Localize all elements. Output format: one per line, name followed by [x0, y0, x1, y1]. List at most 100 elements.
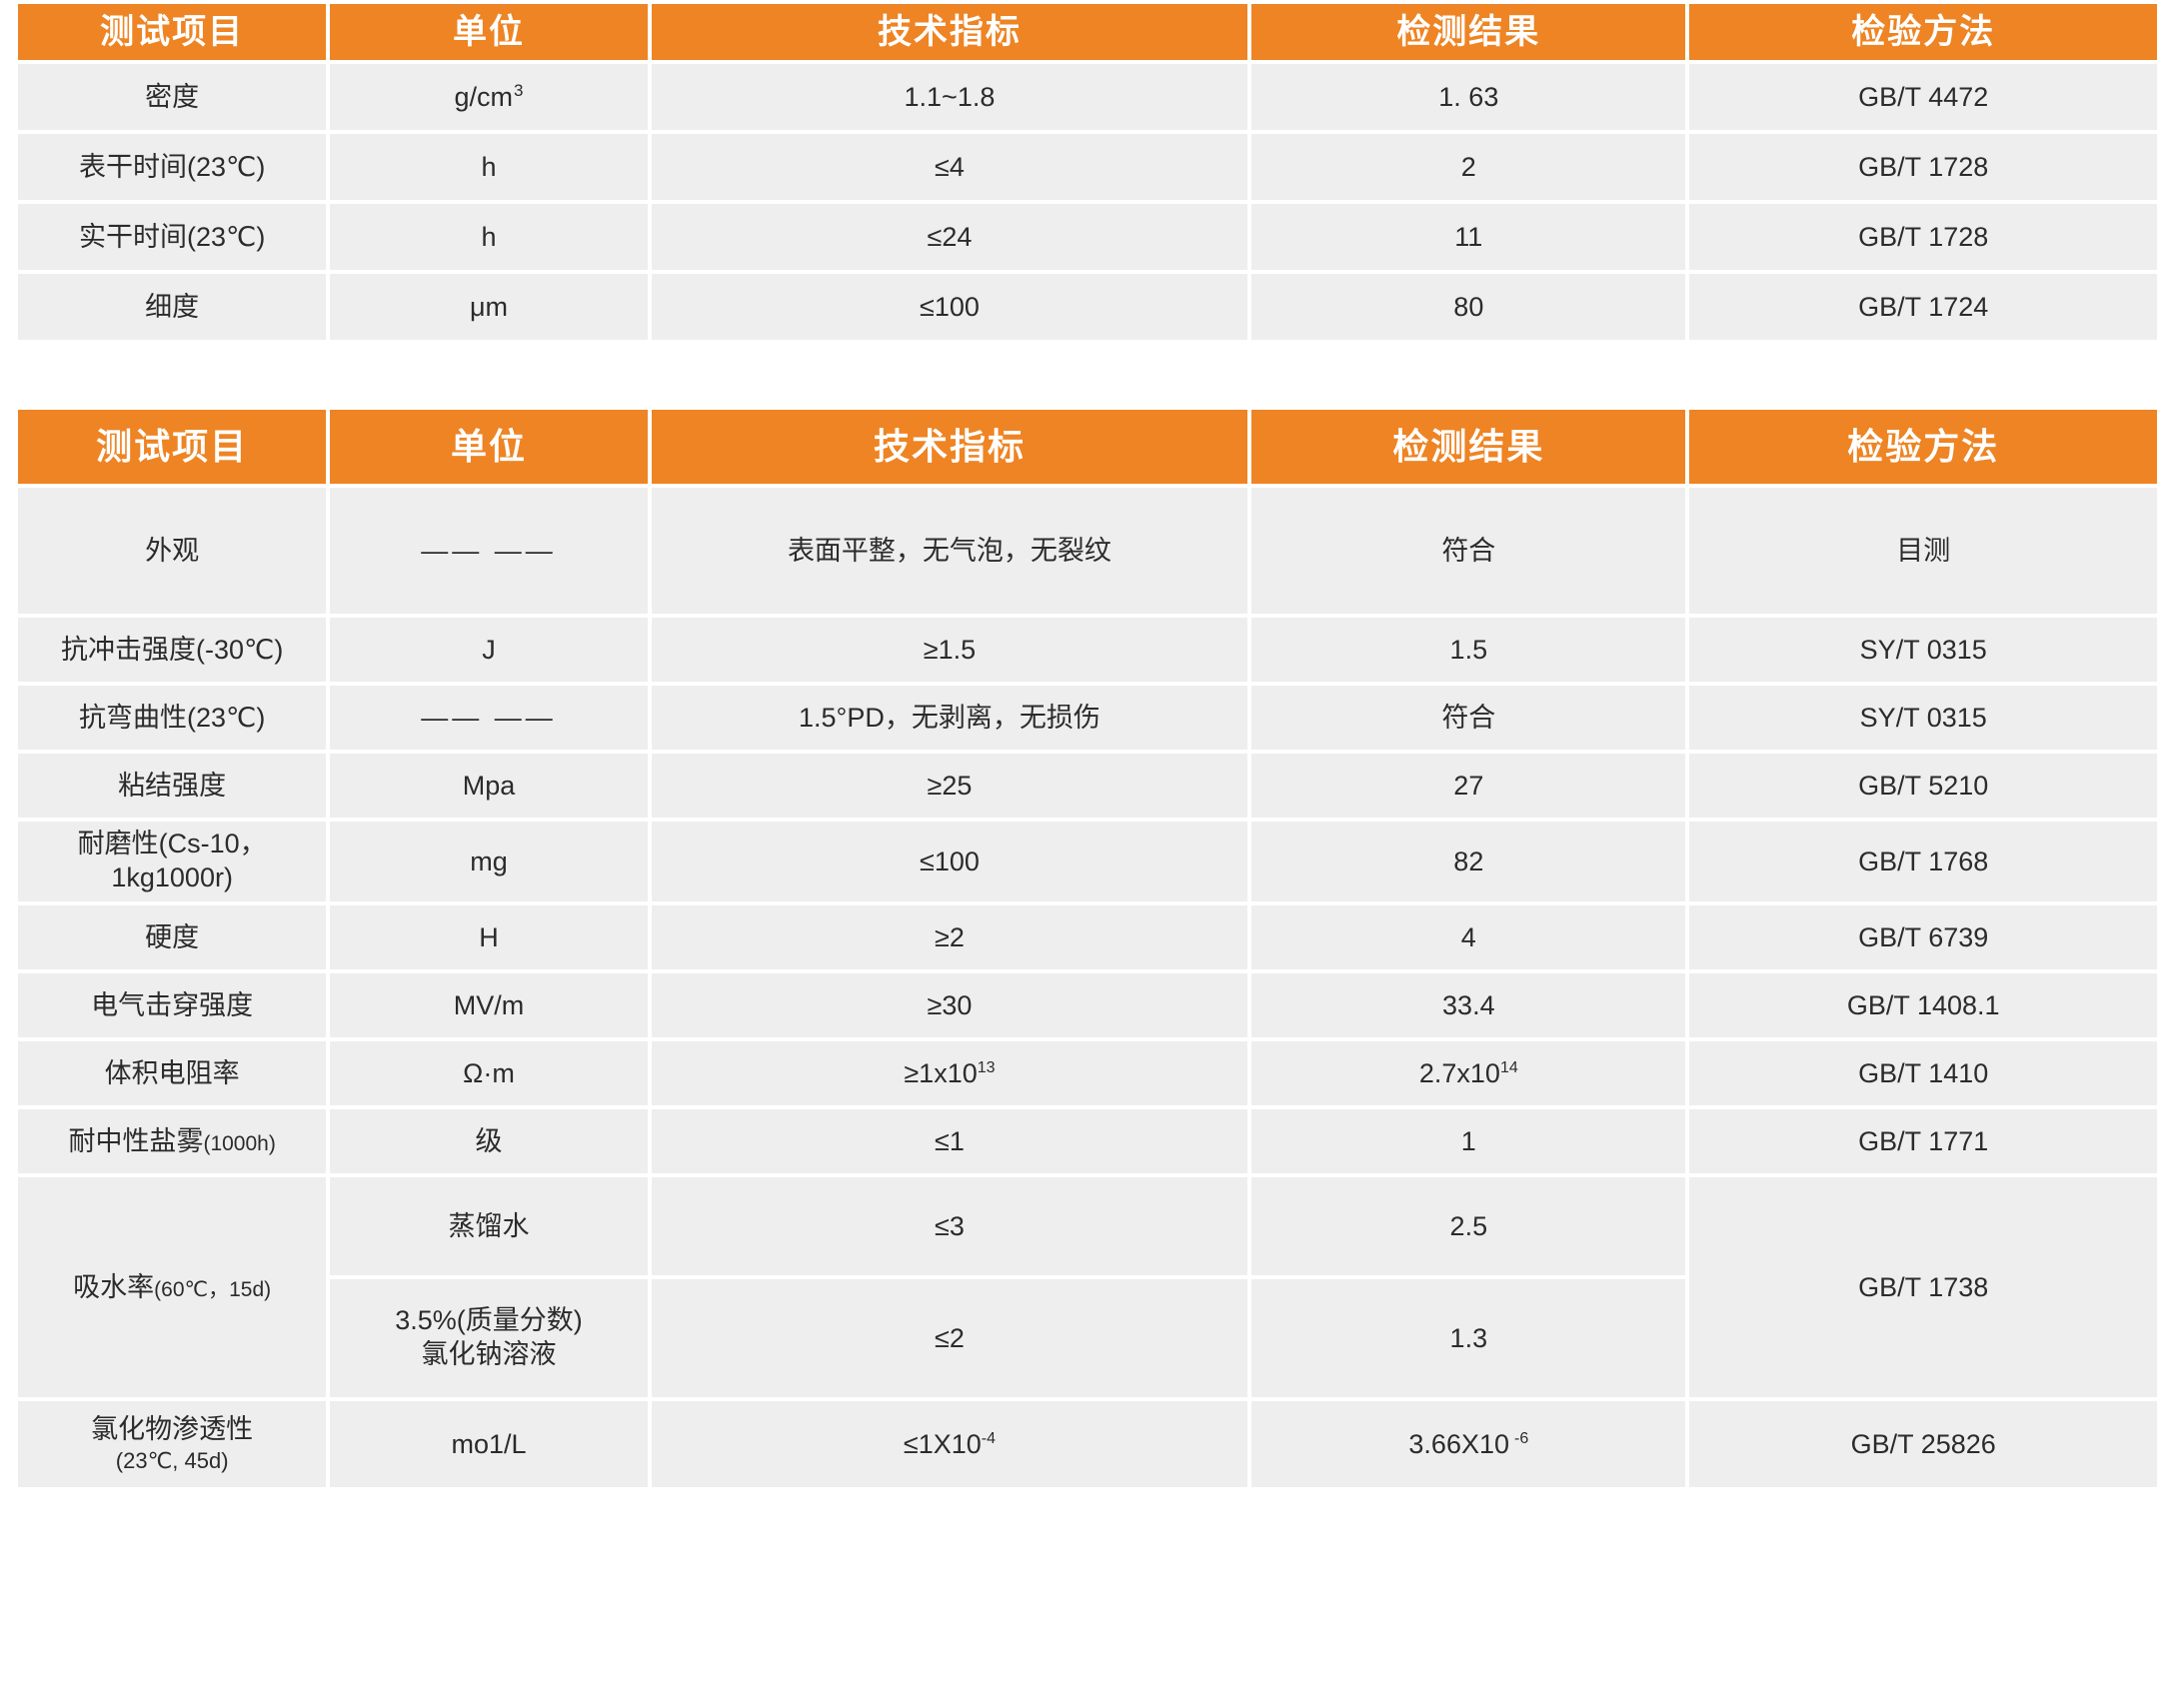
cell-unit: H [330, 905, 648, 969]
cell-result: 1.3 [1251, 1279, 1686, 1397]
cell-method: SY/T 0315 [1689, 686, 2157, 750]
item-main-text: 氯化物渗透性 [91, 1414, 254, 1445]
result-base: 2.7x10 [1418, 1057, 1500, 1088]
spec-base: ≥1x10 [904, 1057, 978, 1088]
cell-test-item: 硬度 [18, 905, 327, 969]
cell-test-item: 氯化物渗透性 (23℃, 45d) [18, 1401, 327, 1487]
table-row: 密度 g/cm3 1.1~1.8 1. 63 GB/T 4472 [18, 64, 2157, 130]
table-two-header: 测试项目 单位 技术指标 检测结果 检验方法 [18, 410, 2157, 484]
item-line-1: 耐磨性(Cs-10， [77, 829, 267, 859]
cell-method: GB/T 1410 [1689, 1041, 2157, 1105]
table-row: 表干时间(23℃) h ≤4 2 GB/T 1728 [18, 134, 2157, 200]
cell-spec: ≤100 [651, 822, 1248, 901]
cell-method: GB/T 25826 [1689, 1401, 2157, 1487]
cell-spec: 1.5°PD，无剥离，无损伤 [651, 686, 1248, 750]
item-main-text: 吸水率 [73, 1271, 155, 1302]
cell-method: GB/T 4472 [1689, 64, 2157, 130]
table-one-header-row: 测试项目 单位 技术指标 检测结果 检验方法 [18, 4, 2157, 60]
cell-test-item: 抗冲击强度(-30℃) [18, 618, 327, 682]
cell-result: 2 [1251, 134, 1686, 200]
item-condition-note: (1000h) [203, 1131, 276, 1155]
cell-result: 11 [1251, 204, 1686, 270]
table-row: 细度 μm ≤100 80 GB/T 1724 [18, 274, 2157, 340]
col-header-test-item: 测试项目 [18, 4, 327, 60]
item-line-2: 1kg1000r) [111, 862, 233, 892]
cell-unit: Ω·m [330, 1041, 648, 1105]
col-header-spec: 技术指标 [651, 410, 1248, 484]
cell-result: 符合 [1251, 686, 1686, 750]
cell-test-item-water-absorption: 吸水率(60℃，15d) [18, 1177, 327, 1397]
cell-unit: mo1/L [330, 1401, 648, 1487]
spec-exponent: 13 [977, 1058, 996, 1076]
unit-superscript: 3 [514, 80, 524, 100]
cell-test-item: 体积电阻率 [18, 1041, 327, 1105]
cell-test-item: 细度 [18, 274, 327, 340]
cell-test-item: 外观 [18, 488, 327, 614]
cell-method-water-absorption: GB/T 1738 [1689, 1177, 2157, 1397]
cell-result: 2.7x1014 [1251, 1041, 1686, 1105]
cell-unit: h [330, 204, 648, 270]
cell-result: 1. 63 [1251, 64, 1686, 130]
cell-result: 符合 [1251, 488, 1686, 614]
cell-test-item: 粘结强度 [18, 754, 327, 818]
col-header-unit: 单位 [330, 4, 648, 60]
cell-unit: 蒸馏水 [330, 1177, 648, 1275]
table-row: 外观 —— —— 表面平整，无气泡，无裂纹 符合 目测 [18, 488, 2157, 614]
cell-result: 2.5 [1251, 1177, 1686, 1275]
table-row: 电气击穿强度 MV/m ≥30 33.4 GB/T 1408.1 [18, 973, 2157, 1037]
unit-line-2: 氯化钠溶液 [421, 1339, 557, 1369]
cell-spec: ≤24 [651, 204, 1248, 270]
cell-spec: ≤2 [651, 1279, 1248, 1397]
cell-method: 目测 [1689, 488, 2157, 614]
table-separator-gap [14, 344, 2161, 406]
cell-result: 27 [1251, 754, 1686, 818]
cell-unit: μm [330, 274, 648, 340]
cell-test-item: 耐中性盐雾(1000h) [18, 1109, 327, 1173]
cell-unit: h [330, 134, 648, 200]
cell-unit: J [330, 618, 648, 682]
cell-result: 33.4 [1251, 973, 1686, 1037]
col-header-spec: 技术指标 [651, 4, 1248, 60]
cell-unit: Mpa [330, 754, 648, 818]
cell-method: GB/T 1724 [1689, 274, 2157, 340]
cell-result: 82 [1251, 822, 1686, 901]
item-main-text: 耐中性盐雾 [68, 1125, 204, 1156]
cell-result: 4 [1251, 905, 1686, 969]
table-one-header: 测试项目 单位 技术指标 检测结果 检验方法 [18, 4, 2157, 60]
table-row: 耐磨性(Cs-10， 1kg1000r) mg ≤100 82 GB/T 176… [18, 822, 2157, 901]
unit-text: g/cm [454, 81, 514, 112]
result-exponent: -6 [1514, 1429, 1529, 1447]
cell-spec: ≤1X10-4 [651, 1401, 1248, 1487]
table-row: 体积电阻率 Ω·m ≥1x1013 2.7x1014 GB/T 1410 [18, 1041, 2157, 1105]
table-row: 吸水率(60℃，15d) 蒸馏水 ≤3 2.5 GB/T 1738 [18, 1177, 2157, 1397]
cell-spec: ≥2 [651, 905, 1248, 969]
cell-method: GB/T 5210 [1689, 754, 2157, 818]
cell-spec: ≤100 [651, 274, 1248, 340]
cell-unit: —— —— [330, 686, 648, 750]
cell-test-item: 密度 [18, 64, 327, 130]
cell-spec: ≥30 [651, 973, 1248, 1037]
table-one-body: 密度 g/cm3 1.1~1.8 1. 63 GB/T 4472 表干时间(23… [18, 64, 2157, 340]
table-row: 硬度 H ≥2 4 GB/T 6739 [18, 905, 2157, 969]
table-two-header-row: 测试项目 单位 技术指标 检测结果 检验方法 [18, 410, 2157, 484]
spec-table-two: 测试项目 单位 技术指标 检测结果 检验方法 外观 —— —— 表面平整，无气泡… [14, 406, 2161, 1491]
cell-spec: ≥1x1013 [651, 1041, 1248, 1105]
spec-table-one: 测试项目 单位 技术指标 检测结果 检验方法 密度 g/cm3 1.1~1.8 … [14, 0, 2161, 344]
cell-result: 3.66X10 -6 [1251, 1401, 1686, 1487]
cell-method: SY/T 0315 [1689, 618, 2157, 682]
table-row: 3.5%(质量分数) 氯化钠溶液 ≤2 1.3 [18, 1279, 2157, 1397]
spec-exponent: -4 [981, 1429, 996, 1447]
col-header-result: 检测结果 [1251, 4, 1686, 60]
cell-spec: 1.1~1.8 [651, 64, 1248, 130]
cell-spec: ≤3 [651, 1177, 1248, 1275]
cell-spec: ≤4 [651, 134, 1248, 200]
cell-result: 1.5 [1251, 618, 1686, 682]
cell-spec: ≥1.5 [651, 618, 1248, 682]
table-row: 抗冲击强度(-30℃) J ≥1.5 1.5 SY/T 0315 [18, 618, 2157, 682]
result-base: 3.66X10 [1408, 1428, 1509, 1459]
col-header-test-item: 测试项目 [18, 410, 327, 484]
item-condition-note: (60℃，15d) [154, 1277, 272, 1301]
table-row: 耐中性盐雾(1000h) 级 ≤1 1 GB/T 1771 [18, 1109, 2157, 1173]
cell-method: GB/T 1771 [1689, 1109, 2157, 1173]
cell-unit: MV/m [330, 973, 648, 1037]
